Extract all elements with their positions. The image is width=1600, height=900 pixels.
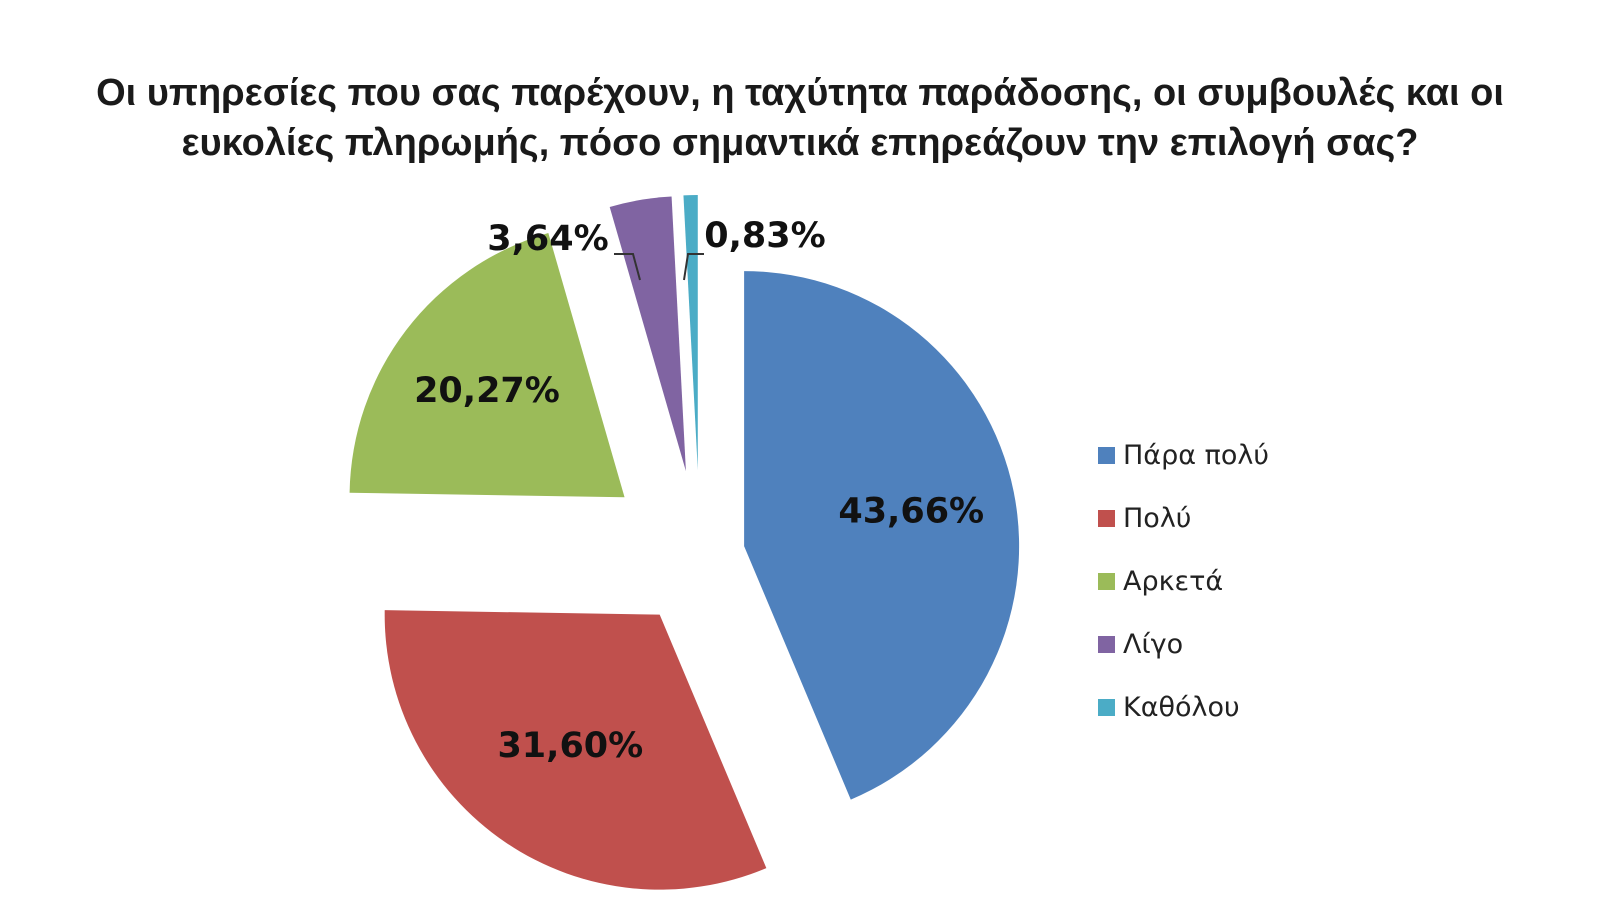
legend-swatch-para-poly [1098,447,1115,464]
leader-line-ligo [614,253,641,281]
pie-slice-katholou [683,195,698,471]
legend-swatch-arketa [1098,573,1115,590]
legend-item-poly: Πολύ [1098,487,1269,550]
data-label-katholou: 0,83% [704,216,825,256]
legend-swatch-ligo [1098,636,1115,653]
legend: Πάρα πολύ Πολύ Αρκετά Λίγο Καθόλου [1098,424,1269,739]
pie-slice-arketa [349,233,625,498]
pie-slice-para-poly [744,271,1020,800]
data-label-para-poly: 43,66% [838,491,984,531]
chart-title-line-2: ευκολίες πληρωμής, πόσο σημαντικά επηρεά… [181,122,1419,164]
data-label-poly: 31,60% [497,726,643,766]
legend-label-poly: Πολύ [1123,503,1192,534]
data-label-ligo: 3,64% [487,219,608,259]
legend-label-arketa: Αρκετά [1123,566,1224,597]
leader-line-katholou [683,253,704,281]
legend-item-arketa: Αρκετά [1098,550,1269,613]
legend-item-para-poly: Πάρα πολύ [1098,424,1269,487]
legend-label-katholou: Καθόλου [1123,692,1240,723]
legend-item-katholou: Καθόλου [1098,676,1269,739]
legend-label-para-poly: Πάρα πολύ [1123,440,1269,471]
pie-slice-ligo [609,196,686,472]
legend-swatch-poly [1098,510,1115,527]
legend-swatch-katholou [1098,699,1115,716]
legend-item-ligo: Λίγο [1098,613,1269,676]
data-label-arketa: 20,27% [414,371,560,411]
pie-slice-poly [384,610,767,890]
legend-label-ligo: Λίγο [1123,629,1184,660]
chart-title-line-1: Οι υπηρεσίες που σας παρέχουν, η ταχύτητ… [96,72,1504,114]
chart-title: Οι υπηρεσίες που σας παρέχουν, η ταχύτητ… [0,68,1600,168]
